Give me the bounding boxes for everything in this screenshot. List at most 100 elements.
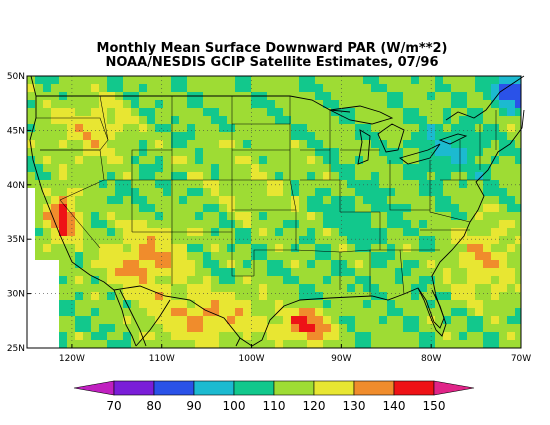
field-cell [443,316,451,324]
field-cell [59,84,67,92]
field-cell [499,180,507,188]
field-cell [347,220,355,228]
field-cell [187,180,195,188]
field-cell [83,148,91,156]
field-cell [459,276,467,284]
field-cell [283,76,291,84]
field-cell [243,332,251,340]
field-cell [35,76,43,84]
field-cell [203,172,211,180]
field-cell [507,108,515,116]
field-cell [259,212,267,220]
field-cell [291,284,299,292]
field-cell [243,236,251,244]
field-cell [339,180,347,188]
field-cell [323,292,331,300]
field-cell [59,340,67,348]
field-cell [403,140,411,148]
field-cell [443,76,451,84]
field-cell [107,108,115,116]
field-cell [387,284,395,292]
field-cell [395,244,403,252]
field-cell [315,212,323,220]
field-cell [267,284,275,292]
field-cell [75,236,83,244]
field-cell [507,124,515,132]
field-cell [515,164,521,172]
field-cell [347,180,355,188]
field-cell [379,316,387,324]
field-cell [123,228,131,236]
field-cell [291,212,299,220]
field-cell [419,116,427,124]
field-cell [275,164,283,172]
field-cell [387,212,395,220]
field-cell [379,116,387,124]
field-cell [307,188,315,196]
field-cell [195,284,203,292]
field-cell [67,300,75,308]
field-cell [475,252,483,260]
field-cell [99,140,107,148]
field-cell [275,268,283,276]
field-cell [411,260,419,268]
field-cell [291,204,299,212]
field-cell [467,244,475,252]
field-cell [75,108,83,116]
field-cell [331,84,339,92]
field-cell [131,332,139,340]
field-cell [219,76,227,84]
field-cell [347,92,355,100]
field-cell [307,228,315,236]
field-cell [195,252,203,260]
field-cell [371,308,379,316]
field-cell [59,188,67,196]
field-cell [99,84,107,92]
field-cell [387,252,395,260]
field-cell [139,308,147,316]
field-cell [507,156,515,164]
field-cell [315,316,323,324]
field-cell [83,316,91,324]
field-cell [299,108,307,116]
field-cell [75,140,83,148]
field-cell [187,324,195,332]
field-cell [147,140,155,148]
field-cell [499,276,507,284]
field-cell [395,188,403,196]
field-cell [483,124,491,132]
colorbar-segment [73,380,115,396]
field-cell [99,268,107,276]
field-cell [235,108,243,116]
field-cell [83,252,91,260]
field-cell [211,164,219,172]
field-cell [99,124,107,132]
field-cell [59,300,67,308]
field-cell [43,244,51,252]
field-cell [371,92,379,100]
field-cell [363,284,371,292]
field-cell [483,260,491,268]
field-cell [227,268,235,276]
field-cell [235,212,243,220]
field-cell [467,300,475,308]
field-cell [187,300,195,308]
field-cell [179,132,187,140]
field-cell [243,108,251,116]
field-cell [195,76,203,84]
field-cell [227,108,235,116]
field-cell [323,300,331,308]
field-cell [499,196,507,204]
field-cell [227,188,235,196]
field-cell [219,300,227,308]
field-cell [507,140,515,148]
field-cell [123,276,131,284]
field-cell [315,132,323,140]
field-cell [411,228,419,236]
field-cell [115,172,123,180]
field-cell [363,276,371,284]
field-cell [163,252,171,260]
field-cell [339,332,347,340]
colorbar-label: 80 [146,399,161,413]
